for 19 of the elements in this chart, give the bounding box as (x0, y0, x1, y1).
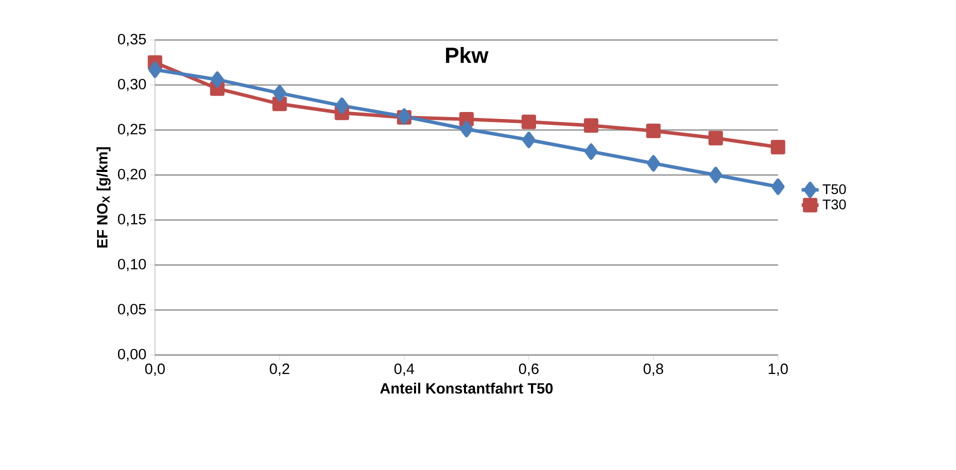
x-axis-title: Anteil Konstantfahrt T50 (380, 382, 553, 394)
y-tick-label: 0,15 (118, 214, 146, 226)
x-tick-label: 0,0 (145, 364, 165, 376)
chart-title: Pkw (446, 46, 488, 63)
x-tick-label: 0,4 (394, 364, 414, 376)
y-tick-label: 0,00 (118, 348, 146, 362)
y-tick-label: 0,35 (118, 34, 146, 46)
y-tick-label: 0,30 (118, 78, 146, 92)
y-axis-title: EF NO$_{X}$ [g/km] (96, 147, 111, 248)
x-tick-label: 0,8 (644, 364, 664, 376)
x-tick-label: 0,6 (518, 364, 539, 376)
y-tick-label: 0,10 (118, 258, 146, 272)
y-tick-label: 0,05 (118, 304, 146, 316)
x-tick-label: 1,0 (768, 364, 788, 376)
x-tick-label: 0,2 (270, 364, 290, 376)
legend-label: T30 (822, 199, 846, 210)
legend-label: T50 (822, 184, 846, 194)
y-tick-label: 0,25 (118, 124, 146, 136)
y-tick-label: 0,20 (118, 168, 146, 182)
